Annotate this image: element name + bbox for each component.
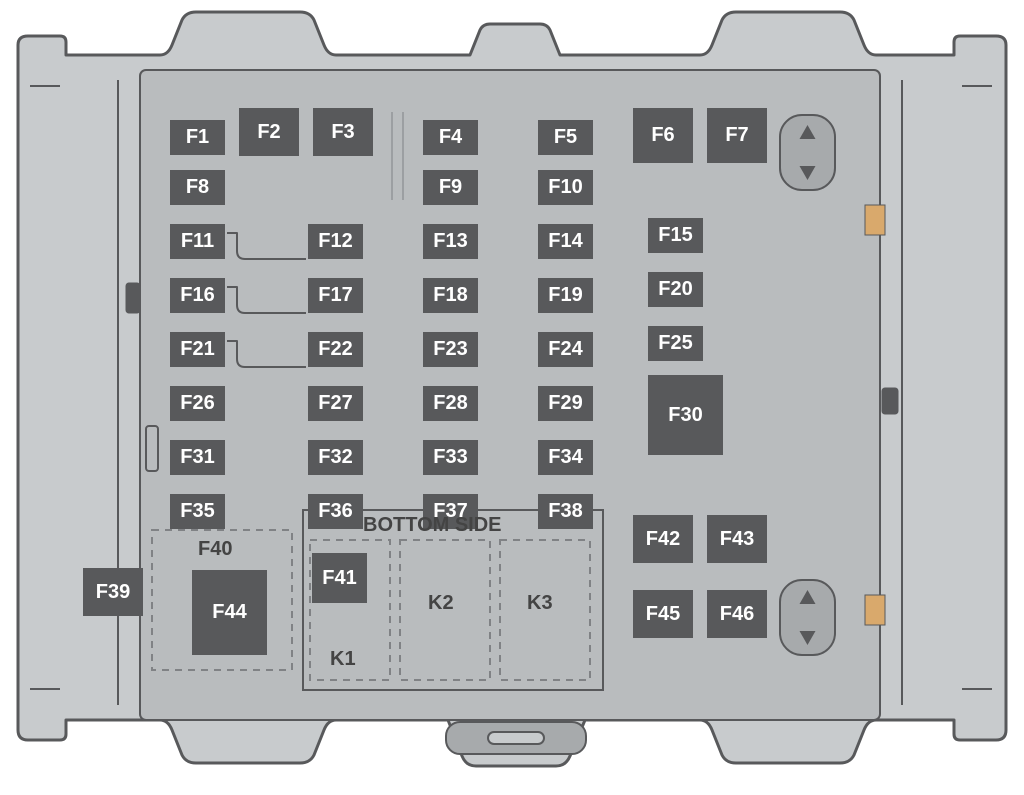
- fuse-f25: F25: [648, 326, 703, 361]
- fuse-label: F33: [433, 446, 467, 469]
- fuse-f41: F41: [312, 553, 367, 603]
- fuse-label: F44: [212, 601, 246, 624]
- fuse-f31: F31: [170, 440, 225, 475]
- fuse-f44: F44: [192, 570, 267, 655]
- fuse-f12: F12: [308, 224, 363, 259]
- fuse-f15: F15: [648, 218, 703, 253]
- fuse-f21: F21: [170, 332, 225, 367]
- fuse-f17: F17: [308, 278, 363, 313]
- fuse-label: F45: [646, 603, 680, 626]
- fuse-f19: F19: [538, 278, 593, 313]
- fuse-f42: F42: [633, 515, 693, 563]
- fuse-label: F41: [322, 567, 356, 590]
- fuse-label: F32: [318, 446, 352, 469]
- fuse-f46: F46: [707, 590, 767, 638]
- fuse-label: F19: [548, 284, 582, 307]
- fuse-label: F26: [180, 392, 214, 415]
- fuse-f9: F9: [423, 170, 478, 205]
- bottom-side-label: BOTTOM SIDE: [363, 514, 502, 537]
- fuse-f28: F28: [423, 386, 478, 421]
- fuse-f10: F10: [538, 170, 593, 205]
- fuse-label: F18: [433, 284, 467, 307]
- fuse-f30: F30: [648, 375, 723, 455]
- fuse-label: F36: [318, 500, 352, 523]
- fuse-f3: F3: [313, 108, 373, 156]
- fuse-label: F3: [331, 121, 354, 144]
- fuse-f33: F33: [423, 440, 478, 475]
- fuse-label: F11: [181, 230, 214, 253]
- fuse-box-diagram: F1 F2 F3 F4 F5 F6 F7 F8 F9 F10 F11 F12 F13 F14 F15 F16 F…: [0, 0, 1024, 795]
- fuse-f6: F6: [633, 108, 693, 163]
- fuse-f23: F23: [423, 332, 478, 367]
- fuse-f32: F32: [308, 440, 363, 475]
- fuse-f1: F1: [170, 120, 225, 155]
- fuse-label: F6: [651, 124, 674, 147]
- fuse-f16: F16: [170, 278, 225, 313]
- fuse-f2: F2: [239, 108, 299, 156]
- fuse-f34: F34: [538, 440, 593, 475]
- fuse-f38: F38: [538, 494, 593, 529]
- label-k2: K2: [428, 592, 454, 615]
- fuse-label: F20: [658, 278, 692, 301]
- fuse-f35: F35: [170, 494, 225, 529]
- fuse-label: F38: [548, 500, 582, 523]
- fuse-label: F2: [257, 121, 280, 144]
- fuse-f43: F43: [707, 515, 767, 563]
- fuse-label: F24: [548, 338, 582, 361]
- label-k3: K3: [527, 592, 553, 615]
- label-f40: F40: [198, 538, 232, 561]
- fuse-label: F43: [720, 528, 754, 551]
- fuse-f24: F24: [538, 332, 593, 367]
- fuse-f36: F36: [308, 494, 363, 529]
- fuse-label: F12: [318, 230, 352, 253]
- fuse-f45: F45: [633, 590, 693, 638]
- fuse-label: F1: [186, 126, 209, 149]
- fuse-label: F23: [433, 338, 467, 361]
- fuse-label: F27: [318, 392, 352, 415]
- fuse-f39: F39: [83, 568, 143, 616]
- fuse-f18: F18: [423, 278, 478, 313]
- fuse-label: F35: [180, 500, 214, 523]
- fuse-f26: F26: [170, 386, 225, 421]
- fuse-label: F13: [433, 230, 467, 253]
- fuse-f8: F8: [170, 170, 225, 205]
- fuse-label: F31: [180, 446, 214, 469]
- fuse-f7: F7: [707, 108, 767, 163]
- fuse-label: F15: [658, 224, 692, 247]
- fuse-label: F42: [646, 528, 680, 551]
- fuse-label: F4: [439, 126, 462, 149]
- fuse-label: F16: [180, 284, 214, 307]
- panel-svg: [0, 0, 1024, 795]
- label-k1: K1: [330, 648, 356, 671]
- fuse-label: F14: [548, 230, 582, 253]
- fuse-label: F28: [433, 392, 467, 415]
- fuse-label: F8: [186, 176, 209, 199]
- fuse-f13: F13: [423, 224, 478, 259]
- fuse-label: F30: [668, 404, 702, 427]
- fuse-label: F46: [720, 603, 754, 626]
- fuse-f22: F22: [308, 332, 363, 367]
- fuse-label: F9: [439, 176, 462, 199]
- fuse-label: F5: [554, 126, 577, 149]
- fuse-f27: F27: [308, 386, 363, 421]
- fuse-f11: F11: [170, 224, 225, 259]
- fuse-label: F10: [548, 176, 582, 199]
- fuse-label: F17: [318, 284, 352, 307]
- fuse-label: F34: [548, 446, 582, 469]
- fuse-f29: F29: [538, 386, 593, 421]
- fuse-label: F7: [725, 124, 748, 147]
- fuse-f14: F14: [538, 224, 593, 259]
- fuse-f5: F5: [538, 120, 593, 155]
- fuse-label: F21: [180, 338, 214, 361]
- fuse-f20: F20: [648, 272, 703, 307]
- fuse-label: F25: [658, 332, 692, 355]
- fuse-f4: F4: [423, 120, 478, 155]
- fuse-label: F29: [548, 392, 582, 415]
- fuse-label: F39: [96, 581, 130, 604]
- fuse-label: F22: [318, 338, 352, 361]
